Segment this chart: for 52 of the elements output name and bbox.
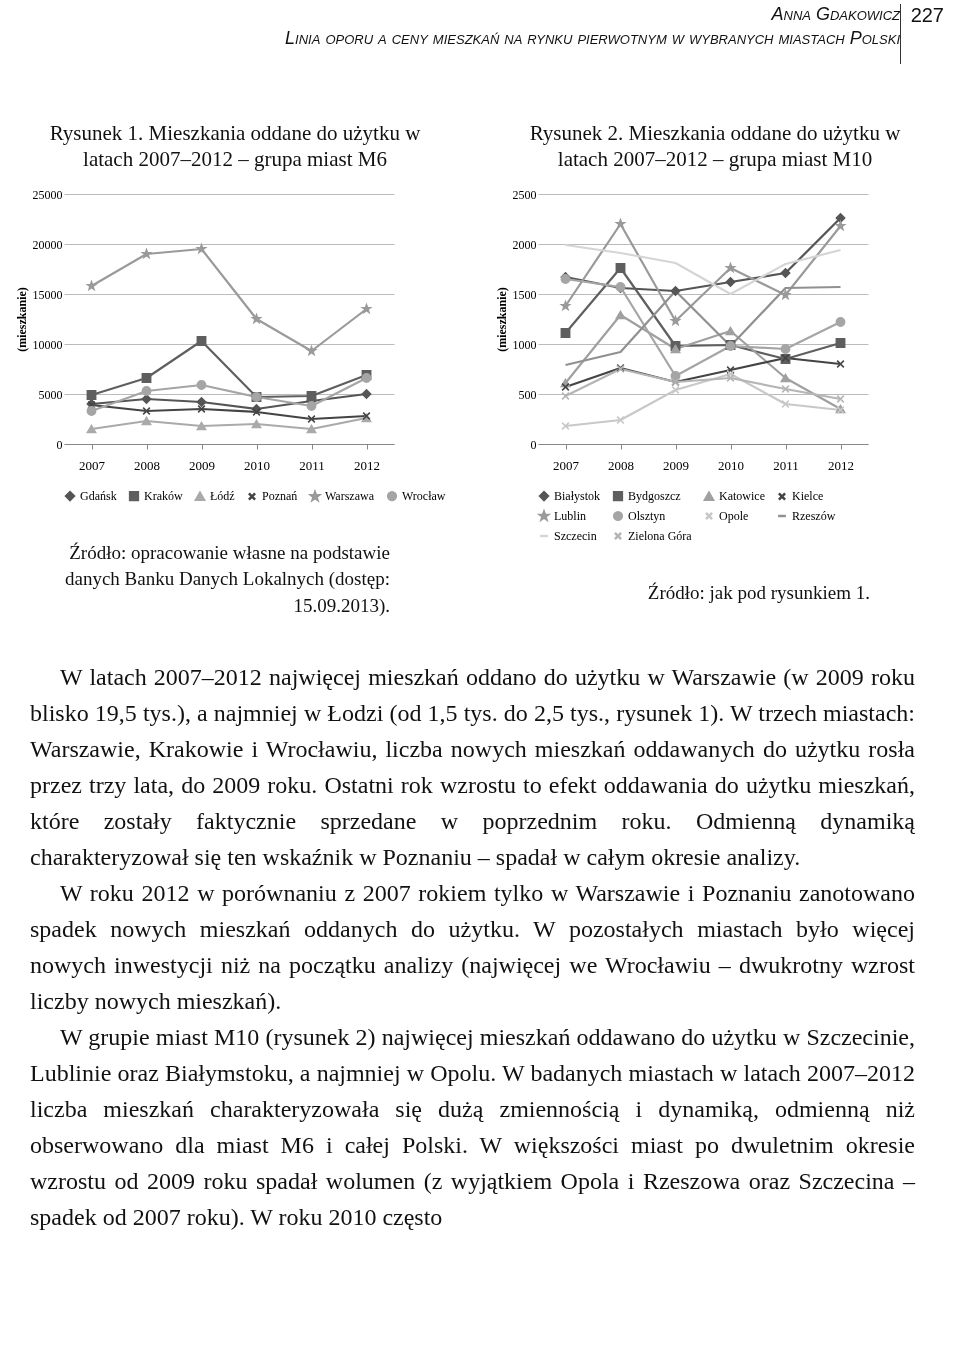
y-tick-label: 1500 [512, 287, 537, 301]
text: Anna Gdakowicz [771, 4, 900, 25]
legend-label: Szczecin [554, 528, 597, 543]
x-tick-label: 2007 [553, 457, 580, 472]
y-tick-label: 20000 [32, 237, 63, 251]
text: Źródło: jak pod rysunkiem 1. [646, 580, 870, 605]
legend-label: Zielona Góra [628, 528, 693, 543]
text: Źródło: opracowanie własne na podstawie danych Banku Danych Lokalnych (dostęp: 15.09.2013). [63, 540, 390, 618]
chart-title: Rysunek 2. Mieszkania oddane do użytku w latach 2007–2012 – grupa miast M10 [528, 120, 902, 173]
text: 227 [899, 4, 944, 64]
x-tick-label: 2008 [134, 457, 160, 472]
legend-label: Wrocław [402, 488, 446, 503]
text: Linia oporu a ceny mieszkań na rynku pierwotnym w wybranych miastach Polski [285, 28, 900, 49]
text: W roku 2012 w porównaniu z 2007 rokiem tylko w Warszawie i Poznaniu zanotowano spadek nowych mieszkań oddanych do użytku. W pozostałych miastach było więcej nowych inwestycji niż na początku analizy (najwięcej we Wrocławiu – dwukrotny wzrost liczby nowych mieszkań). [30, 879, 915, 1017]
legend-label: Łódź [210, 488, 235, 503]
legend-label: Kraków [144, 488, 183, 503]
x-tick-label: 2012 [354, 457, 380, 472]
legend-label: Opole [719, 508, 749, 523]
y-tick-label: 0 [56, 437, 63, 451]
y-tick-label: 1000 [512, 337, 537, 351]
x-tick-label: 2007 [79, 457, 106, 472]
text: W latach 2007–2012 najwięcej mieszkań oddano do użytku w Warszawie (w 2009 roku blisko 19,5 tys.), a najmniej w Łodzi (od 1,5 tys. do 2,5 tys., rysunek 1). W trzech miastach: Warszawie, Krakowie i Wrocławiu, liczba nowych mieszkań oddawanych do użytku rosła przez trzy lata, do 2009 roku. Ostatni rok wzrostu to efekt oddawania do użytku mieszkań, które zostały faktycznie sprzedane w poprzednim roku. Odmienną dynamiką charakteryzował się ten wskaźnik w Poznaniu – spadał w całym okresie analizy. [30, 663, 915, 873]
y-tick-label: 10000 [32, 337, 63, 351]
x-tick-label: 2010 [718, 457, 744, 472]
x-tick-label: 2012 [828, 457, 854, 472]
legend-label: Warszawa [325, 488, 375, 503]
x-tick-label: 2011 [773, 457, 799, 472]
y-tick-label: 0 [530, 437, 537, 451]
legend-label: Białystok [554, 488, 601, 503]
legend-label: Olsztyn [628, 508, 666, 523]
chart-title: Rysunek 1. Mieszkania oddane do użytku w latach 2007–2012 – grupa miast M6 [48, 120, 422, 173]
y-tick-label: 25000 [32, 187, 63, 201]
legend-label: Gdańsk [80, 488, 117, 503]
legend-label: Bydgoszcz [628, 488, 681, 503]
y-tick-label: 2500 [512, 187, 537, 201]
y-axis-title: (mieszkanie) [494, 286, 509, 352]
x-tick-label: 2009 [663, 457, 689, 472]
legend-label: Katowice [719, 488, 765, 503]
y-tick-label: 2000 [512, 237, 537, 251]
x-tick-label: 2008 [608, 457, 634, 472]
legend-label: Poznań [262, 488, 298, 503]
x-tick-label: 2011 [299, 457, 325, 472]
text: W grupie miast M10 (rysunek 2) najwięcej mieszkań oddawano do użytku w Szczecinie, Lublinie oraz Białymstoku, a najmniej w Opolu. W badanych miastach w latach 2007–2012 liczba mieszkań charakteryzowała się dużą zmiennością i dynamiką, odmienną niż obserwowano dla miast M6 i całej Polski. W większości miast po dwuletnim okresie wzrostu od 2009 roku spadał wolumen (z wyjątkiem Opola i Rzeszowa oraz Szczecina – spadek od 2007 roku). W roku 2010 często [30, 1023, 915, 1233]
legend-label: Lublin [554, 508, 586, 523]
y-axis-title: (mieszkanie) [14, 286, 29, 352]
legend-label: Kielce [792, 488, 824, 503]
y-tick-label: 5000 [38, 387, 63, 401]
y-tick-label: 500 [518, 387, 537, 401]
y-tick-label: 15000 [32, 287, 63, 301]
x-tick-label: 2009 [189, 457, 215, 472]
x-tick-label: 2010 [244, 457, 270, 472]
legend-label: Rzeszów [792, 508, 836, 523]
